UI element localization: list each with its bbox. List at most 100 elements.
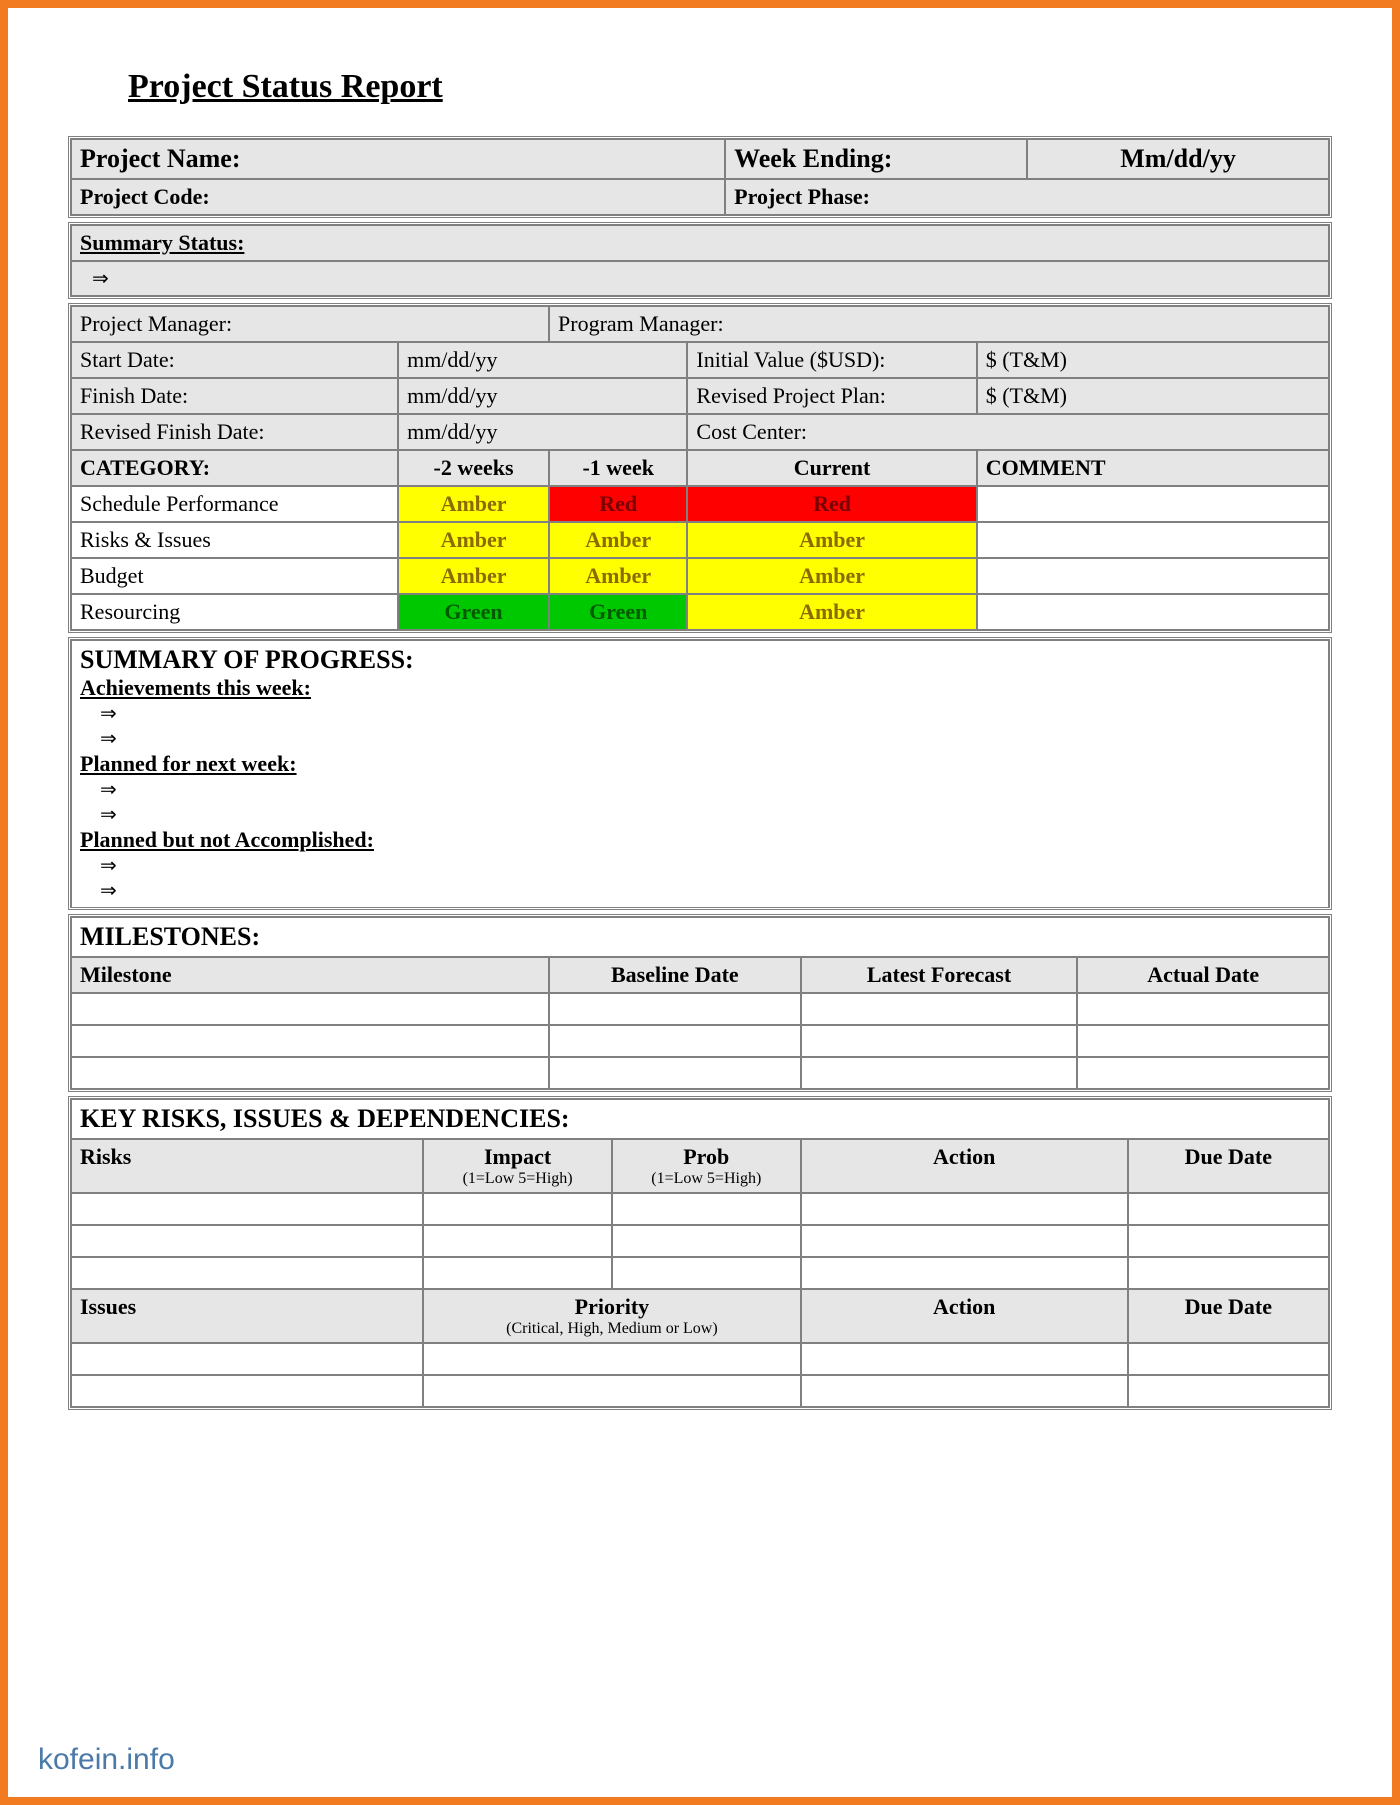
table-cell — [1077, 1057, 1329, 1089]
table-cell — [71, 1343, 423, 1375]
week-ending-value: Mm/dd/yy — [1027, 139, 1329, 179]
col-action: Action — [801, 1139, 1128, 1193]
bullet: ⇒ — [80, 777, 1320, 802]
table-cell — [1077, 1025, 1329, 1057]
table-cell — [71, 1257, 423, 1289]
table-cell — [423, 1225, 612, 1257]
progress-title: SUMMARY OF PROGRESS: — [80, 645, 1320, 675]
table-cell — [612, 1225, 801, 1257]
finish-date-value: mm/dd/yy — [398, 378, 687, 414]
table-cell — [1128, 1343, 1329, 1375]
col-comment: COMMENT — [977, 450, 1329, 486]
col-due: Due Date — [1128, 1139, 1329, 1193]
table-cell — [612, 1257, 801, 1289]
footer-watermark: kofein.info — [38, 1743, 175, 1777]
start-date-value: mm/dd/yy — [398, 342, 687, 378]
col-actual: Actual Date — [1077, 957, 1329, 993]
milestones-block: MILESTONES: Milestone Baseline Date Late… — [68, 914, 1332, 1092]
rag-cell: Amber — [398, 558, 549, 594]
planned-not-label: Planned but not Accomplished: — [80, 827, 1320, 853]
category-label: Resourcing — [71, 594, 398, 630]
col-risks: Risks — [71, 1139, 423, 1193]
milestones-title: MILESTONES: — [71, 917, 1329, 957]
rag-cell: Amber — [549, 522, 687, 558]
bullet: ⇒ — [80, 726, 1320, 751]
table-cell — [801, 993, 1078, 1025]
rag-cell: Amber — [687, 558, 976, 594]
rag-cell: Amber — [398, 486, 549, 522]
revised-plan-label: Revised Project Plan: — [687, 378, 976, 414]
rag-cell: Amber — [687, 594, 976, 630]
table-cell — [71, 1225, 423, 1257]
rag-cell: Amber — [549, 558, 687, 594]
table-cell — [71, 1025, 549, 1057]
table-cell — [801, 1225, 1128, 1257]
achievements-label: Achievements this week: — [80, 675, 1320, 701]
col-minus1: -1 week — [549, 450, 687, 486]
col-current: Current — [687, 450, 976, 486]
table-cell — [549, 1025, 801, 1057]
table-cell — [71, 993, 549, 1025]
table-cell — [801, 1257, 1128, 1289]
col-milestone: Milestone — [71, 957, 549, 993]
start-date-label: Start Date: — [71, 342, 398, 378]
bullet: ⇒ — [80, 802, 1320, 827]
col-forecast: Latest Forecast — [801, 957, 1078, 993]
rag-cell: Amber — [687, 522, 976, 558]
bullet: ⇒ — [80, 853, 1320, 878]
risks-block: KEY RISKS, ISSUES & DEPENDENCIES: Risks … — [68, 1096, 1332, 1410]
table-cell — [1128, 1193, 1329, 1225]
summary-status-block: Summary Status: ⇒ — [68, 222, 1332, 299]
comment-cell — [977, 558, 1329, 594]
table-cell — [1128, 1225, 1329, 1257]
info-grid-block: Project Manager: Program Manager: Start … — [68, 303, 1332, 633]
table-cell — [1128, 1257, 1329, 1289]
col-due2: Due Date — [1128, 1289, 1329, 1343]
project-manager-label: Project Manager: — [71, 306, 549, 342]
page-title: Project Status Report — [128, 68, 1332, 106]
bullet: ⇒ — [80, 878, 1320, 903]
summary-status-bullet: ⇒ — [71, 261, 1329, 296]
category-label: Schedule Performance — [71, 486, 398, 522]
initial-value-label: Initial Value ($USD): — [687, 342, 976, 378]
progress-block: SUMMARY OF PROGRESS: Achievements this w… — [68, 637, 1332, 910]
document-frame: Project Status Report Project Name: Week… — [0, 0, 1400, 1805]
category-header: CATEGORY: — [71, 450, 398, 486]
table-cell — [549, 1057, 801, 1089]
project-phase-label: Project Phase: — [725, 179, 1329, 215]
risks-title: KEY RISKS, ISSUES & DEPENDENCIES: — [71, 1099, 1329, 1139]
category-label: Budget — [71, 558, 398, 594]
table-cell — [423, 1343, 800, 1375]
col-baseline: Baseline Date — [549, 957, 801, 993]
revised-plan-value: $ (T&M) — [977, 378, 1329, 414]
project-code-label: Project Code: — [71, 179, 725, 215]
table-cell — [1128, 1375, 1329, 1407]
comment-cell — [977, 486, 1329, 522]
initial-value-value: $ (T&M) — [977, 342, 1329, 378]
header-block: Project Name: Week Ending: Mm/dd/yy Proj… — [68, 136, 1332, 218]
table-cell — [71, 1375, 423, 1407]
rag-cell: Green — [549, 594, 687, 630]
rag-cell: Red — [687, 486, 976, 522]
comment-cell — [977, 522, 1329, 558]
table-cell — [423, 1375, 800, 1407]
table-cell — [71, 1193, 423, 1225]
week-ending-label: Week Ending: — [725, 139, 1027, 179]
col-impact: Impact(1=Low 5=High) — [423, 1139, 612, 1193]
col-prob: Prob(1=Low 5=High) — [612, 1139, 801, 1193]
revised-finish-value: mm/dd/yy — [398, 414, 687, 450]
bullet: ⇒ — [80, 701, 1320, 726]
table-cell — [801, 1193, 1128, 1225]
col-issues: Issues — [71, 1289, 423, 1343]
table-cell — [612, 1193, 801, 1225]
table-cell — [801, 1057, 1078, 1089]
table-cell — [549, 993, 801, 1025]
rag-cell: Red — [549, 486, 687, 522]
comment-cell — [977, 594, 1329, 630]
category-label: Risks & Issues — [71, 522, 398, 558]
project-name-label: Project Name: — [71, 139, 725, 179]
col-priority: Priority(Critical, High, Medium or Low) — [423, 1289, 800, 1343]
revised-finish-label: Revised Finish Date: — [71, 414, 398, 450]
program-manager-label: Program Manager: — [549, 306, 1329, 342]
rag-cell: Green — [398, 594, 549, 630]
